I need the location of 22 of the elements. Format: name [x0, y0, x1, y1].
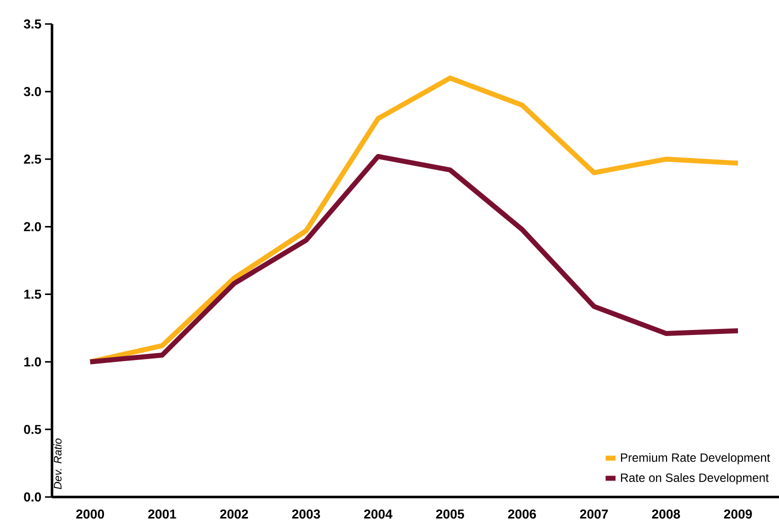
x-tick-label: 2000: [76, 509, 104, 519]
y-tick-label: 1.0: [24, 357, 41, 366]
legend-label: Premium Rate Development: [621, 453, 770, 464]
x-tick-label: 2008: [652, 509, 680, 519]
legend-label: Rate on Sales Development: [621, 473, 769, 484]
y-tick-label: 3.0: [24, 86, 41, 96]
y-tick-label: 2.0: [24, 222, 41, 232]
x-tick-label: 2001: [148, 509, 176, 519]
y-tick-label: 3.5: [24, 19, 42, 29]
x-tick-label: 2005: [436, 509, 464, 519]
y-tick-label: 0.5: [24, 424, 42, 434]
y-tick-label: 0.0: [24, 492, 41, 502]
y-tick-label: 2.5: [24, 154, 42, 164]
y-tick-label: 1.5: [24, 290, 42, 299]
x-tick-label: 2002: [220, 509, 248, 519]
line-series: [88, 154, 740, 364]
x-tick-label: 2009: [724, 509, 752, 519]
x-tick-label: 2003: [292, 509, 320, 519]
x-tick-label: 2006: [508, 509, 536, 519]
x-tick-label: 2004: [364, 509, 392, 519]
y-axis-title: Dev. Ratio: [54, 438, 62, 490]
x-tick-label: 2007: [580, 509, 608, 519]
